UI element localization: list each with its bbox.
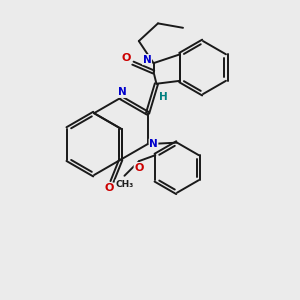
Text: CH₃: CH₃: [115, 180, 134, 189]
Text: O: O: [104, 183, 114, 193]
Text: O: O: [134, 163, 144, 172]
Text: N: N: [149, 139, 158, 149]
Text: O: O: [122, 53, 131, 63]
Text: H: H: [159, 92, 168, 102]
Text: N: N: [143, 55, 152, 64]
Text: N: N: [118, 87, 127, 98]
